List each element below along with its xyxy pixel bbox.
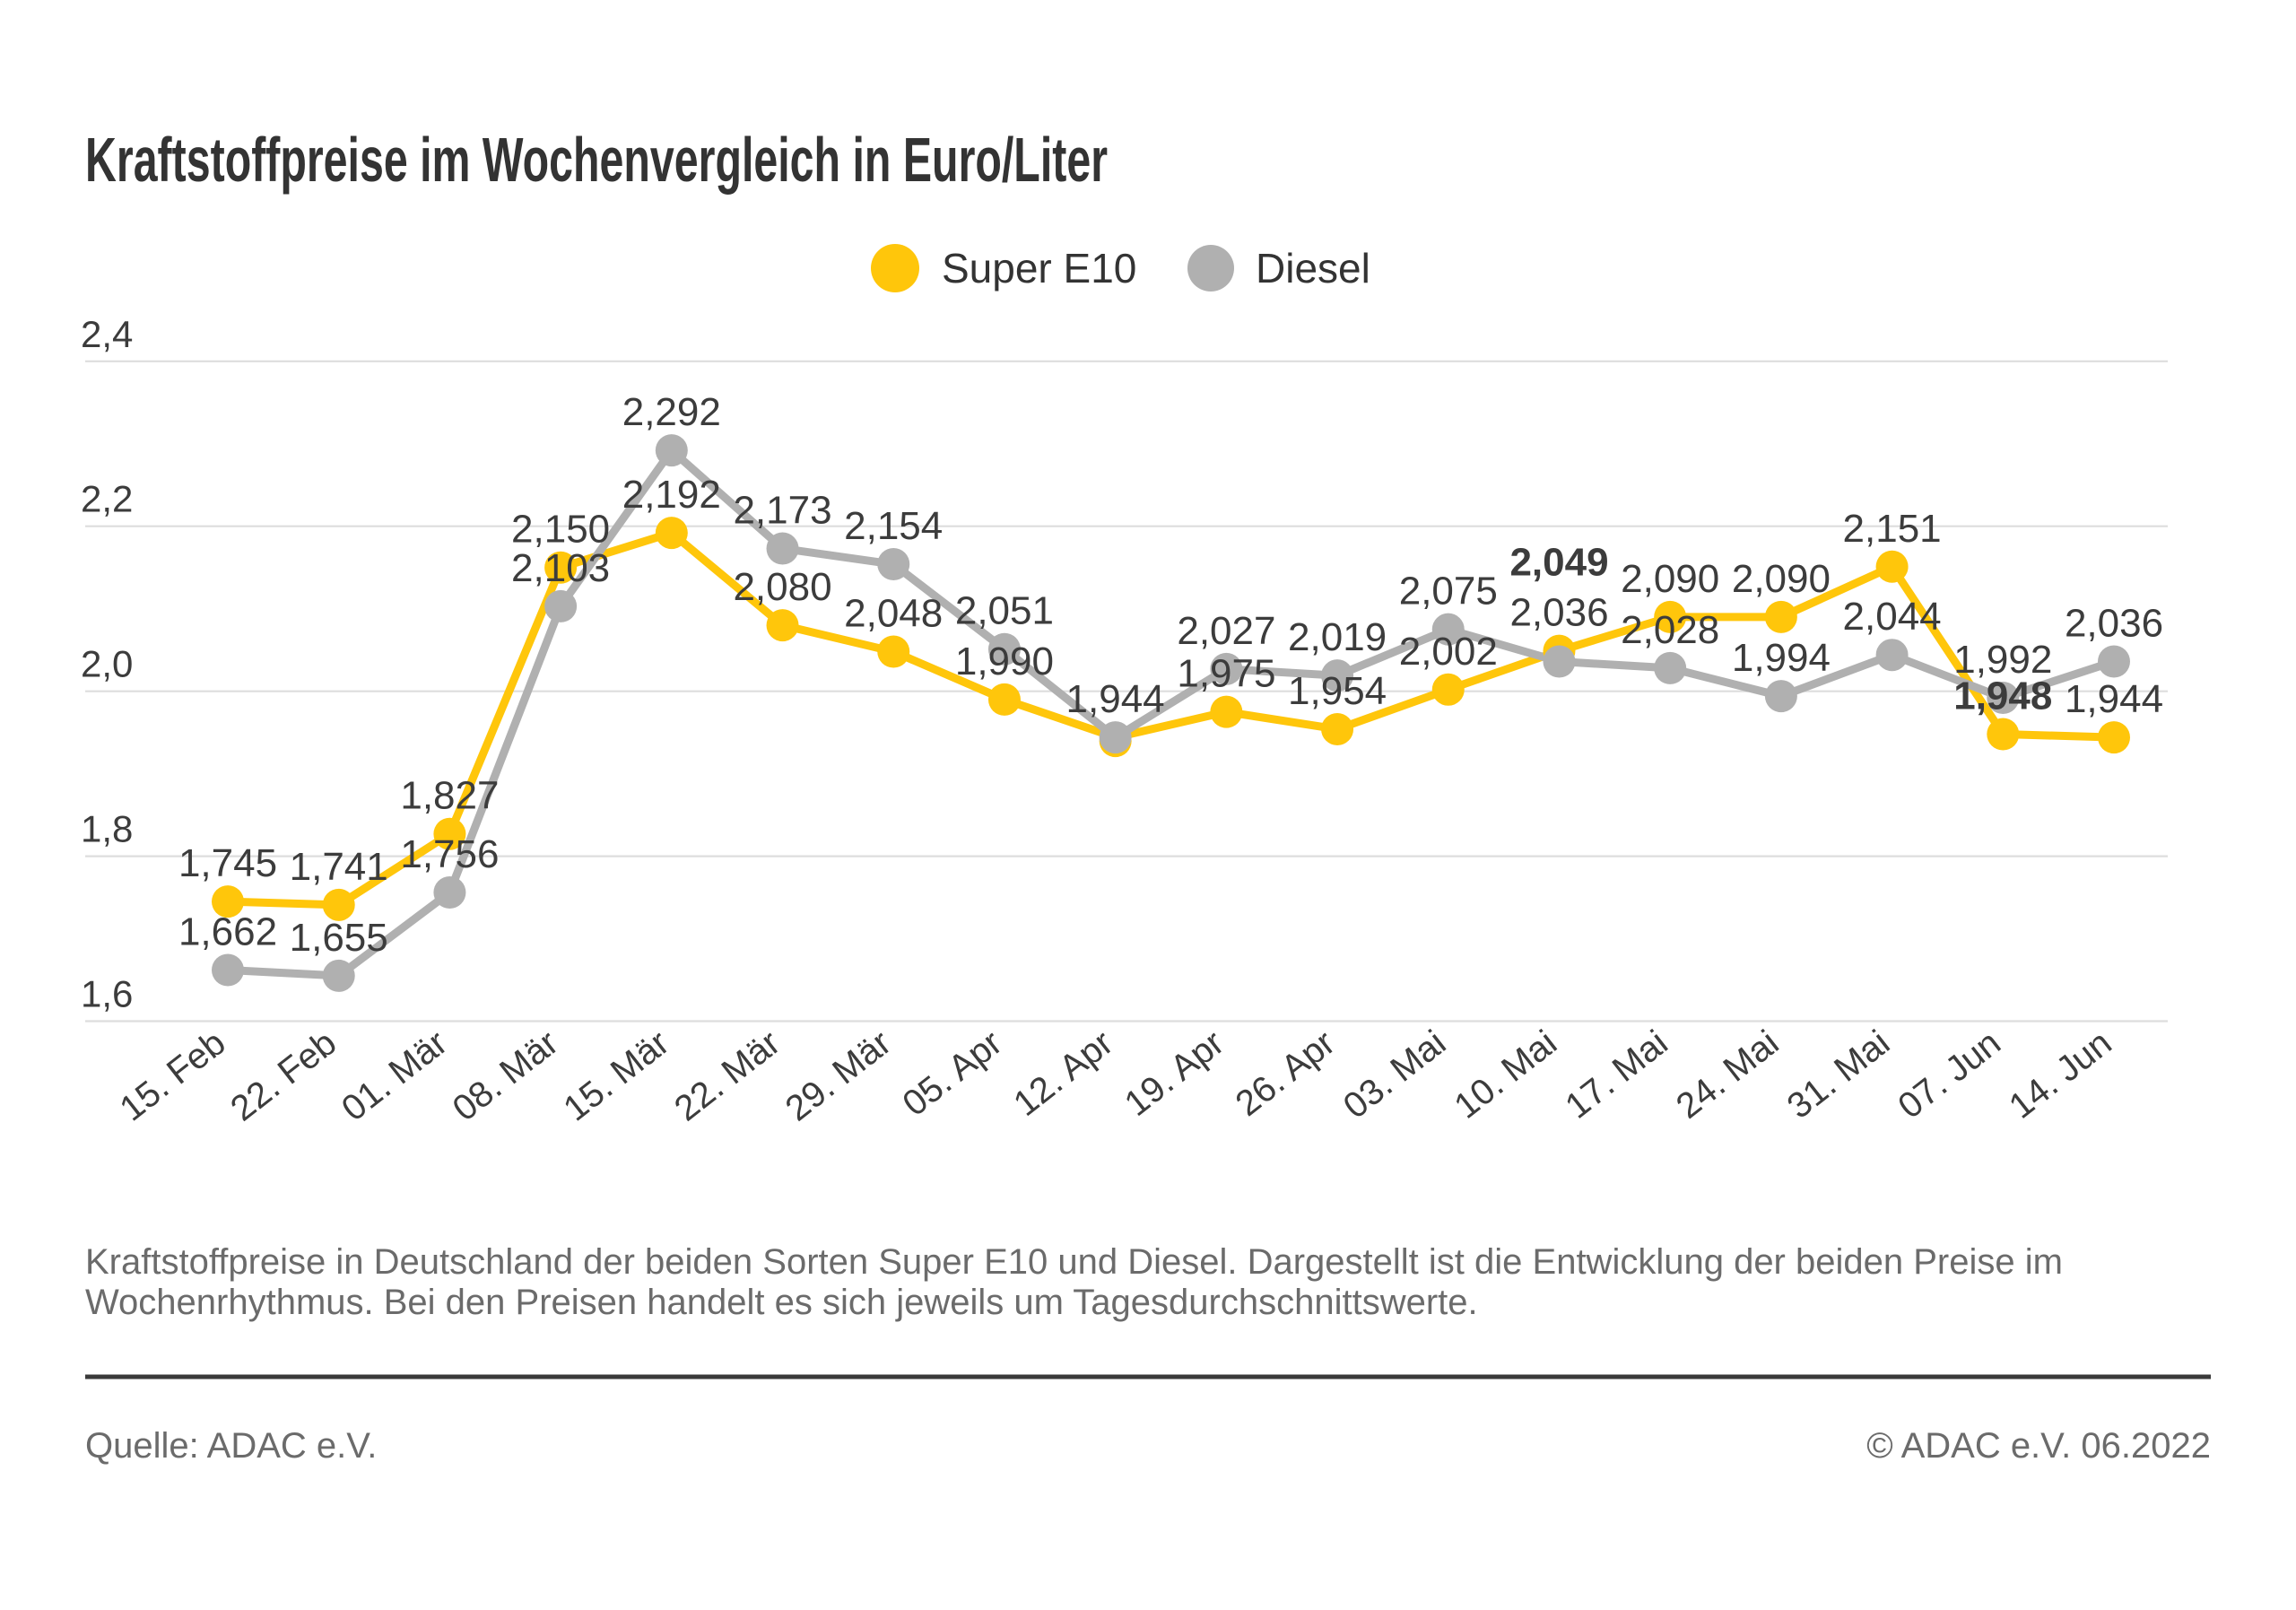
svg-text:2,0: 2,0: [81, 643, 133, 685]
svg-text:1,944: 1,944: [2065, 677, 2163, 721]
svg-text:2,2: 2,2: [81, 478, 133, 520]
svg-text:2,075: 2,075: [1399, 570, 1498, 614]
svg-text:2,292: 2,292: [622, 390, 721, 434]
svg-text:2,051: 2,051: [955, 589, 1054, 633]
svg-text:© ADAC e.V. 06.2022: © ADAC e.V. 06.2022: [1866, 1426, 2211, 1466]
svg-text:1,992: 1,992: [1953, 638, 2052, 682]
svg-text:2,103: 2,103: [511, 546, 610, 590]
svg-text:Quelle: ADAC e.V.: Quelle: ADAC e.V.: [85, 1426, 377, 1466]
svg-text:2,090: 2,090: [1732, 557, 1831, 601]
svg-text:2,150: 2,150: [511, 508, 610, 552]
svg-text:Super E10: Super E10: [942, 245, 1136, 292]
svg-text:2,173: 2,173: [733, 489, 831, 533]
svg-text:2,049: 2,049: [1509, 541, 1608, 585]
svg-text:1,756: 1,756: [400, 832, 499, 876]
svg-text:1,745: 1,745: [178, 841, 277, 885]
svg-text:2,028: 2,028: [1621, 608, 1719, 652]
svg-text:1,655: 1,655: [290, 916, 388, 960]
svg-text:2,154: 2,154: [844, 504, 943, 548]
svg-text:1,975: 1,975: [1177, 652, 1275, 696]
svg-text:2,019: 2,019: [1288, 615, 1387, 659]
svg-text:1,741: 1,741: [290, 845, 388, 889]
svg-text:1,990: 1,990: [955, 640, 1054, 683]
svg-text:2,044: 2,044: [1843, 595, 1942, 639]
svg-text:2,036: 2,036: [1509, 591, 1608, 635]
svg-text:2,080: 2,080: [733, 565, 831, 609]
svg-text:2,192: 2,192: [622, 473, 721, 517]
svg-text:Wochenrhythmus. Bei den Preise: Wochenrhythmus. Bei den Preisen handelt …: [85, 1283, 1478, 1322]
svg-text:Kraftstoffpreise in Deutschlan: Kraftstoffpreise in Deutschland der beid…: [85, 1242, 2063, 1282]
svg-text:2,090: 2,090: [1621, 557, 1719, 601]
svg-text:Kraftstoffpreise im Wochenverg: Kraftstoffpreise im Wochenvergleich in E…: [85, 125, 1108, 195]
svg-text:2,002: 2,002: [1399, 630, 1498, 674]
svg-text:2,151: 2,151: [1843, 507, 1942, 551]
svg-text:1,6: 1,6: [81, 973, 133, 1015]
svg-text:Diesel: Diesel: [1256, 245, 1370, 292]
svg-text:1,944: 1,944: [1066, 677, 1165, 721]
svg-text:1,8: 1,8: [81, 808, 133, 850]
svg-text:2,027: 2,027: [1177, 609, 1275, 653]
svg-text:2,4: 2,4: [81, 313, 133, 355]
svg-text:1,827: 1,827: [400, 774, 499, 818]
svg-text:2,036: 2,036: [2065, 602, 2163, 646]
svg-text:2,048: 2,048: [844, 592, 943, 636]
svg-text:1,994: 1,994: [1732, 636, 1831, 680]
svg-text:1,662: 1,662: [178, 910, 277, 954]
svg-text:1,954: 1,954: [1288, 669, 1387, 713]
